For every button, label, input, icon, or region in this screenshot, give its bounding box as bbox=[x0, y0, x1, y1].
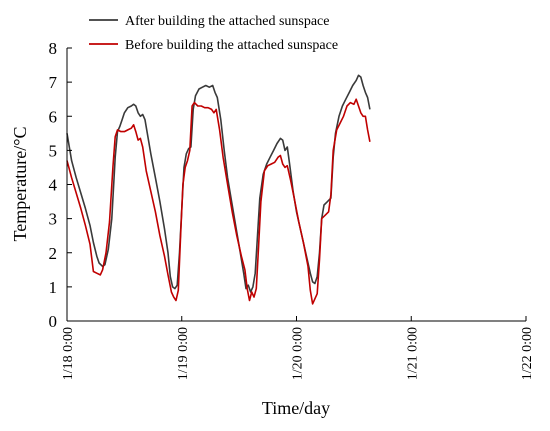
y-tick-label: 2 bbox=[49, 244, 58, 263]
legend-label-after: After building the attached sunspace bbox=[125, 14, 329, 29]
y-axis-title: Temperature/°C bbox=[10, 127, 30, 242]
plot-area: 0 1 2 3 4 5 6 7 8 1/18 0:00 1/19 0:00 1/20 0:00 1/2… bbox=[49, 39, 536, 380]
x-tick-label: 1/22 0:00 bbox=[520, 327, 535, 380]
series-line-after bbox=[66, 74, 371, 293]
x-tick-label: 1/18 0:00 bbox=[61, 327, 76, 380]
y-tick-label: 1 bbox=[49, 278, 58, 297]
x-tick-label: 1/21 0:00 bbox=[405, 327, 420, 380]
y-tick-label: 5 bbox=[49, 141, 58, 160]
y-tick-label: 7 bbox=[49, 73, 58, 92]
y-tick-label: 0 bbox=[49, 312, 58, 331]
x-axis-ticks: 1/18 0:00 1/19 0:00 1/20 0:00 1/21 0:00 1/22… bbox=[61, 316, 535, 380]
series-layer bbox=[66, 74, 371, 305]
y-tick-label: 3 bbox=[49, 210, 58, 229]
x-tick-label: 1/19 0:00 bbox=[176, 327, 191, 380]
legend-label-before: Before building the attached sunspace bbox=[125, 38, 338, 53]
x-axis-title: Time/day bbox=[262, 398, 330, 418]
legend: After building the attached sunspace Bef… bbox=[89, 14, 338, 53]
series-line-before bbox=[66, 98, 371, 305]
y-tick-label: 6 bbox=[49, 107, 58, 126]
y-tick-label: 4 bbox=[49, 176, 58, 195]
x-tick-label: 1/20 0:00 bbox=[291, 327, 306, 380]
y-tick-label: 8 bbox=[49, 39, 58, 58]
y-axis-ticks: 0 1 2 3 4 5 6 7 8 bbox=[49, 39, 72, 331]
